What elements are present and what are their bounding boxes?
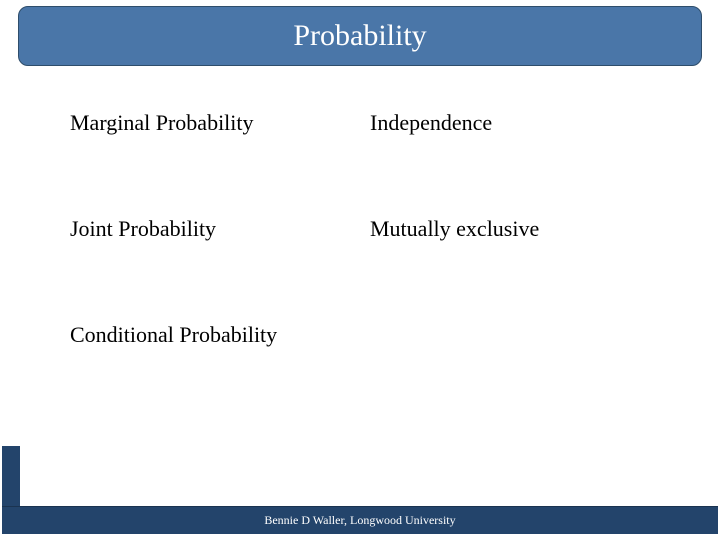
content-row: Joint Probability Mutually exclusive bbox=[70, 216, 680, 242]
topic-independence: Independence bbox=[370, 110, 492, 136]
footer-attribution: Bennie D Waller, Longwood University bbox=[264, 513, 455, 528]
content-area: Marginal Probability Independence Joint … bbox=[70, 110, 680, 480]
slide: Probability Marginal Probability Indepen… bbox=[0, 0, 720, 540]
content-row: Marginal Probability Independence bbox=[70, 110, 680, 136]
topic-mutually-exclusive: Mutually exclusive bbox=[370, 216, 539, 242]
topic-conditional-probability: Conditional Probability bbox=[70, 322, 370, 348]
topic-joint-probability: Joint Probability bbox=[70, 216, 370, 242]
slide-title: Probability bbox=[293, 19, 426, 53]
title-bar: Probability bbox=[18, 6, 702, 66]
content-row: Conditional Probability bbox=[70, 322, 680, 348]
footer-bar: Bennie D Waller, Longwood University bbox=[2, 506, 718, 534]
topic-marginal-probability: Marginal Probability bbox=[70, 110, 370, 136]
